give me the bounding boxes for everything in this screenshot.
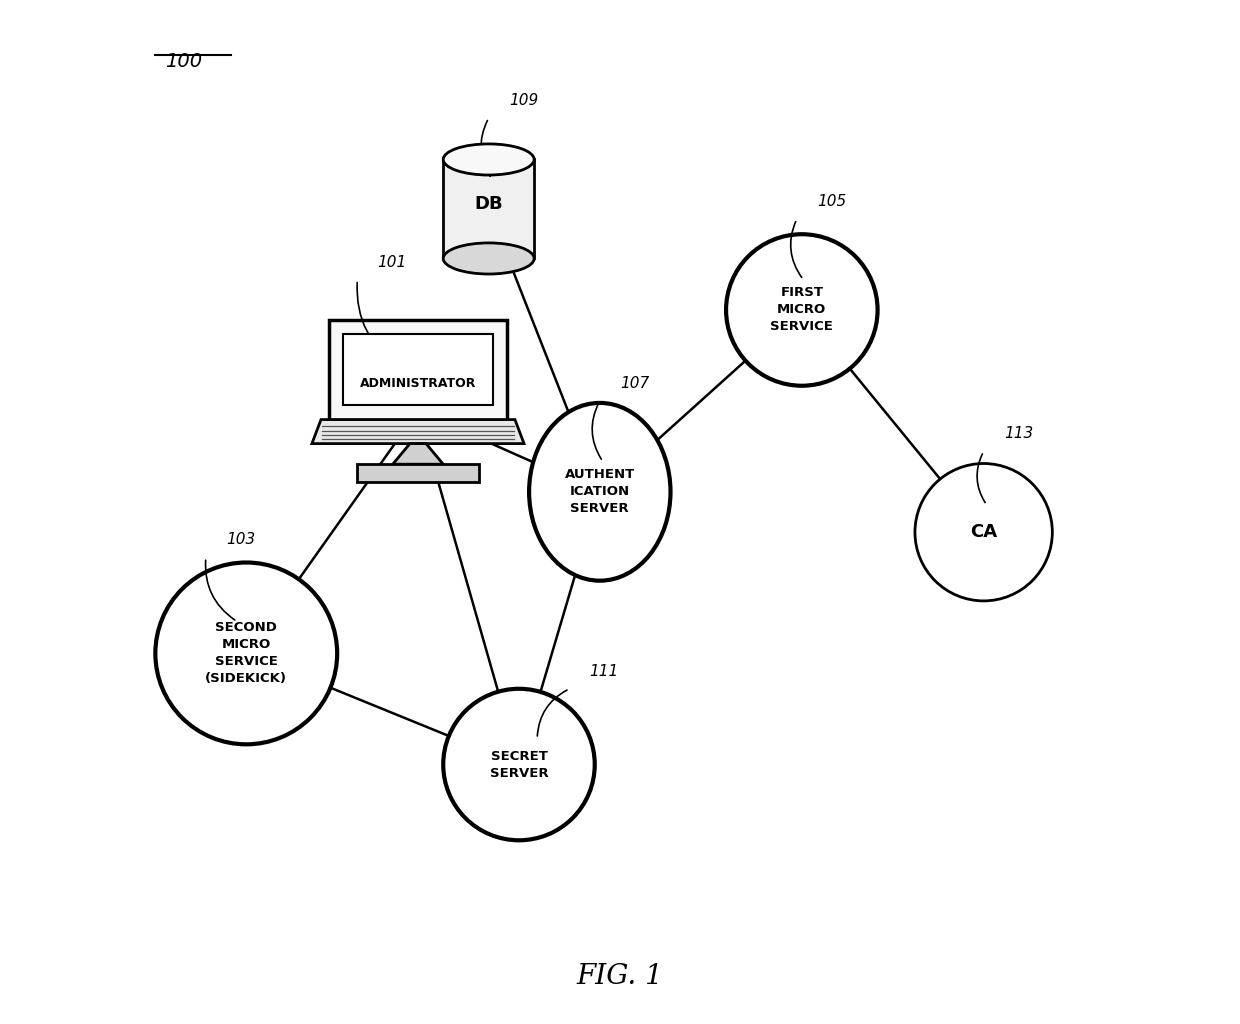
Text: 103: 103 [226, 532, 255, 548]
Polygon shape [443, 160, 534, 258]
Text: CA: CA [970, 523, 997, 542]
Circle shape [915, 464, 1053, 601]
Text: FIRST
MICRO
SERVICE: FIRST MICRO SERVICE [770, 287, 833, 334]
Text: SECRET
SERVER: SECRET SERVER [490, 750, 548, 779]
Text: AUTHENT
ICATION
SERVER: AUTHENT ICATION SERVER [564, 468, 635, 515]
Ellipse shape [443, 243, 534, 274]
Polygon shape [312, 420, 525, 443]
Polygon shape [329, 319, 507, 420]
Text: 101: 101 [377, 255, 407, 269]
Text: FIG. 1: FIG. 1 [577, 964, 663, 990]
Ellipse shape [443, 144, 534, 175]
Text: 107: 107 [620, 376, 650, 391]
Text: SECOND
MICRO
SERVICE
(SIDEKICK): SECOND MICRO SERVICE (SIDEKICK) [206, 622, 288, 685]
Text: DB: DB [475, 195, 503, 213]
Text: 105: 105 [817, 194, 846, 209]
Text: ADMINISTRATOR: ADMINISTRATOR [360, 377, 476, 389]
Text: 100: 100 [165, 52, 202, 72]
Polygon shape [393, 443, 443, 464]
Ellipse shape [529, 402, 671, 581]
Text: 109: 109 [508, 93, 538, 108]
Polygon shape [357, 464, 479, 482]
Polygon shape [343, 334, 492, 406]
Circle shape [443, 689, 595, 841]
Text: 113: 113 [1004, 426, 1033, 441]
Circle shape [155, 562, 337, 744]
Circle shape [727, 234, 878, 386]
Text: 111: 111 [590, 664, 619, 679]
